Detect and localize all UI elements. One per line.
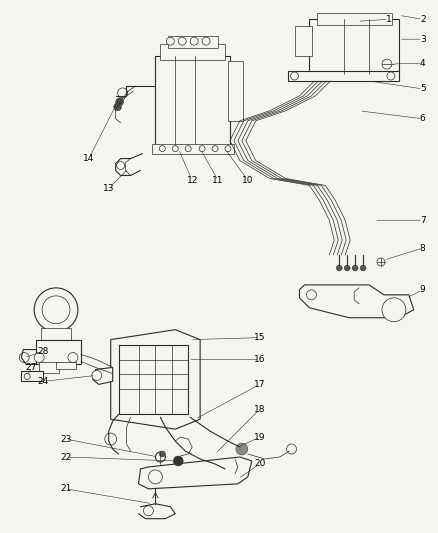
Text: 15: 15 [254, 333, 265, 342]
Circle shape [148, 470, 162, 484]
Text: 17: 17 [254, 380, 265, 389]
Circle shape [336, 265, 342, 271]
Polygon shape [111, 330, 200, 429]
Circle shape [199, 146, 205, 151]
Circle shape [19, 352, 29, 362]
Bar [119, 345, 188, 414]
Text: 20: 20 [254, 459, 265, 469]
Text: 12: 12 [187, 176, 198, 185]
Circle shape [344, 265, 350, 271]
Circle shape [68, 352, 78, 362]
Bar [36, 340, 81, 365]
Bar [152, 144, 234, 154]
Circle shape [105, 433, 117, 445]
Bar [309, 19, 399, 74]
Polygon shape [93, 367, 113, 384]
Text: 16: 16 [254, 355, 265, 364]
Text: 27: 27 [25, 363, 37, 372]
Circle shape [92, 370, 102, 381]
Circle shape [225, 146, 231, 151]
Circle shape [159, 451, 165, 457]
Text: 4: 4 [420, 59, 425, 68]
Bar [288, 71, 399, 81]
Circle shape [116, 98, 124, 106]
Circle shape [352, 265, 358, 271]
Circle shape [114, 103, 122, 111]
Circle shape [42, 296, 70, 324]
Circle shape [34, 288, 78, 332]
Text: 24: 24 [38, 377, 49, 386]
Bar [56, 361, 76, 369]
Text: 3: 3 [420, 35, 426, 44]
Bar [294, 26, 312, 56]
Circle shape [144, 506, 153, 516]
Text: 10: 10 [242, 176, 254, 185]
Circle shape [155, 452, 165, 462]
Circle shape [236, 443, 248, 455]
Circle shape [387, 72, 395, 80]
Circle shape [377, 258, 385, 266]
Circle shape [382, 298, 406, 322]
Text: 23: 23 [60, 434, 72, 443]
Bar [228, 61, 243, 121]
Polygon shape [21, 372, 43, 382]
Text: 19: 19 [254, 433, 265, 442]
Circle shape [212, 146, 218, 151]
Text: 21: 21 [60, 484, 72, 494]
Circle shape [202, 37, 210, 45]
Circle shape [382, 59, 392, 69]
Text: 18: 18 [254, 405, 265, 414]
Circle shape [24, 374, 30, 379]
Bar [39, 361, 59, 374]
Circle shape [360, 265, 366, 271]
Text: 11: 11 [212, 176, 224, 185]
Bar [155, 56, 230, 146]
Circle shape [166, 37, 174, 45]
Circle shape [190, 37, 198, 45]
Text: 5: 5 [420, 84, 426, 93]
Circle shape [117, 161, 124, 169]
Circle shape [307, 290, 316, 300]
Circle shape [34, 352, 44, 362]
Polygon shape [138, 457, 252, 489]
Circle shape [173, 456, 183, 466]
Text: 7: 7 [420, 216, 426, 225]
Text: 14: 14 [83, 154, 95, 163]
Text: 28: 28 [37, 347, 49, 356]
Text: 2: 2 [420, 15, 425, 24]
Circle shape [159, 146, 165, 151]
Bar [318, 13, 392, 25]
Text: 22: 22 [60, 453, 71, 462]
Circle shape [172, 146, 178, 151]
Circle shape [118, 88, 127, 98]
Bar [41, 328, 71, 343]
Text: 9: 9 [420, 285, 426, 294]
Text: 6: 6 [420, 114, 426, 123]
Text: 8: 8 [420, 244, 426, 253]
Bar [160, 44, 225, 60]
Circle shape [286, 444, 297, 454]
Circle shape [290, 72, 298, 80]
Text: 1: 1 [386, 15, 392, 24]
Bar [168, 36, 218, 48]
Circle shape [185, 146, 191, 151]
Polygon shape [300, 285, 414, 318]
Text: 13: 13 [103, 184, 114, 193]
Circle shape [178, 37, 186, 45]
